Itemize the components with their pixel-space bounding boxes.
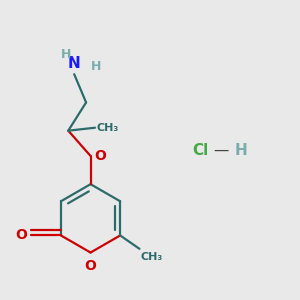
Text: H: H [61,48,71,62]
Text: O: O [15,229,27,242]
Text: —: — [214,142,229,158]
Text: N: N [68,56,81,71]
Text: Cl: Cl [192,142,209,158]
Text: O: O [85,259,97,273]
Text: O: O [94,149,106,163]
Text: H: H [234,142,247,158]
Text: H: H [91,60,101,73]
Text: CH₃: CH₃ [97,123,119,133]
Text: CH₃: CH₃ [141,252,163,262]
